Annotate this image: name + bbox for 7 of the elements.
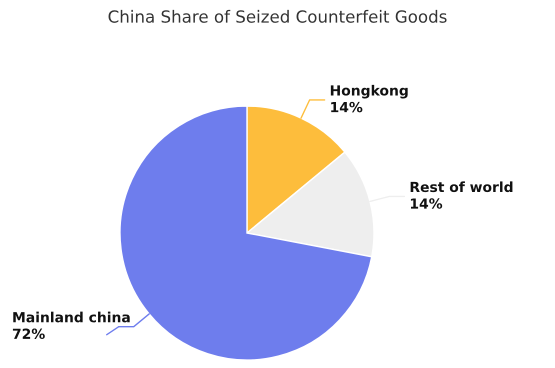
data-label: 72% [12,328,45,340]
slice-label: Hongkong [330,84,408,98]
slice-label: Mainland china [13,312,130,322]
data-label: 14% [410,198,442,209]
data-label: 14% [331,102,362,112]
slice-label: Rest of world [410,181,512,192]
chart-title: China Share of Seized Counterfeit Goods [108,10,447,23]
